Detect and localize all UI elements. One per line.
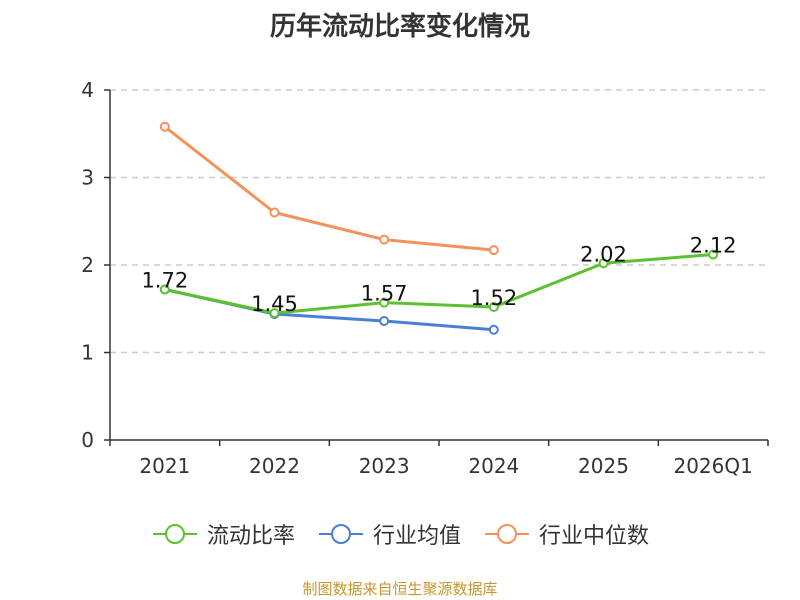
legend-item-industry-median[interactable]: 行业中位数 bbox=[483, 518, 649, 550]
series-points bbox=[159, 121, 719, 335]
data-label: 1.57 bbox=[361, 282, 408, 306]
data-source: 制图数据来自恒生聚源数据库 bbox=[302, 580, 498, 598]
legend-item-industry-mean[interactable]: 行业均值 bbox=[317, 518, 461, 550]
series-2-point bbox=[488, 245, 499, 256]
series-1-point bbox=[379, 316, 390, 326]
y-tick-label: 1 bbox=[81, 341, 94, 365]
series-0-point bbox=[708, 249, 719, 260]
data-label: 2.02 bbox=[580, 242, 627, 266]
legend: 流动比率 行业均值 行业中位数 bbox=[0, 518, 800, 550]
series-line-1 bbox=[164, 288, 494, 332]
legend-marker-industry-mean bbox=[318, 524, 363, 544]
series-0-point bbox=[159, 284, 170, 295]
data-label: 1.72 bbox=[141, 269, 188, 293]
data-label: 2.12 bbox=[690, 234, 737, 258]
y-tick-label: 4 bbox=[81, 78, 94, 102]
legend-label-industry-mean: 行业均值 bbox=[372, 524, 461, 549]
x-tick-label: 2026Q1 bbox=[673, 454, 752, 478]
grid-lines bbox=[110, 89, 768, 354]
axes bbox=[104, 89, 769, 446]
x-tick-labels: 2021 2022 2023 2024 2025 2026Q1 bbox=[139, 454, 752, 478]
series-0-point bbox=[488, 302, 499, 312]
y-tick-label: 3 bbox=[81, 166, 94, 190]
series-line-2 bbox=[163, 125, 494, 252]
legend-item-current-ratio[interactable]: 流动比率 bbox=[151, 518, 295, 550]
y-tick-labels: 0 1 2 3 4 bbox=[81, 78, 94, 452]
series-0-point bbox=[598, 258, 609, 269]
series-2-point bbox=[159, 121, 170, 132]
series-0-point bbox=[379, 297, 390, 308]
data-labels: 1.72 1.45 1.57 1.52 2.02 2.12 bbox=[141, 234, 736, 317]
x-tick-label: 2023 bbox=[359, 454, 410, 478]
chart-title: 历年流动比率变化情况 bbox=[269, 12, 530, 42]
x-tick-label: 2022 bbox=[249, 454, 300, 478]
series-line-0 bbox=[164, 253, 714, 315]
x-tick-label: 2021 bbox=[139, 454, 190, 478]
series-1-point bbox=[488, 324, 499, 335]
data-label: 1.45 bbox=[251, 292, 298, 316]
legend-label-industry-median: 行业中位数 bbox=[539, 524, 650, 549]
x-tick-label: 2024 bbox=[468, 454, 519, 478]
y-tick-label: 0 bbox=[81, 428, 94, 452]
y-tick-label: 2 bbox=[81, 253, 94, 277]
series-lines bbox=[163, 125, 714, 332]
legend-marker-current-ratio bbox=[152, 524, 197, 544]
series-2-point bbox=[269, 207, 280, 218]
data-label: 1.52 bbox=[470, 286, 517, 310]
legend-marker-industry-median bbox=[485, 524, 529, 544]
x-tick-label: 2025 bbox=[578, 454, 629, 478]
legend-label-current-ratio: 流动比率 bbox=[206, 524, 295, 549]
series-2-point bbox=[379, 234, 390, 245]
series-0-point bbox=[269, 308, 280, 319]
